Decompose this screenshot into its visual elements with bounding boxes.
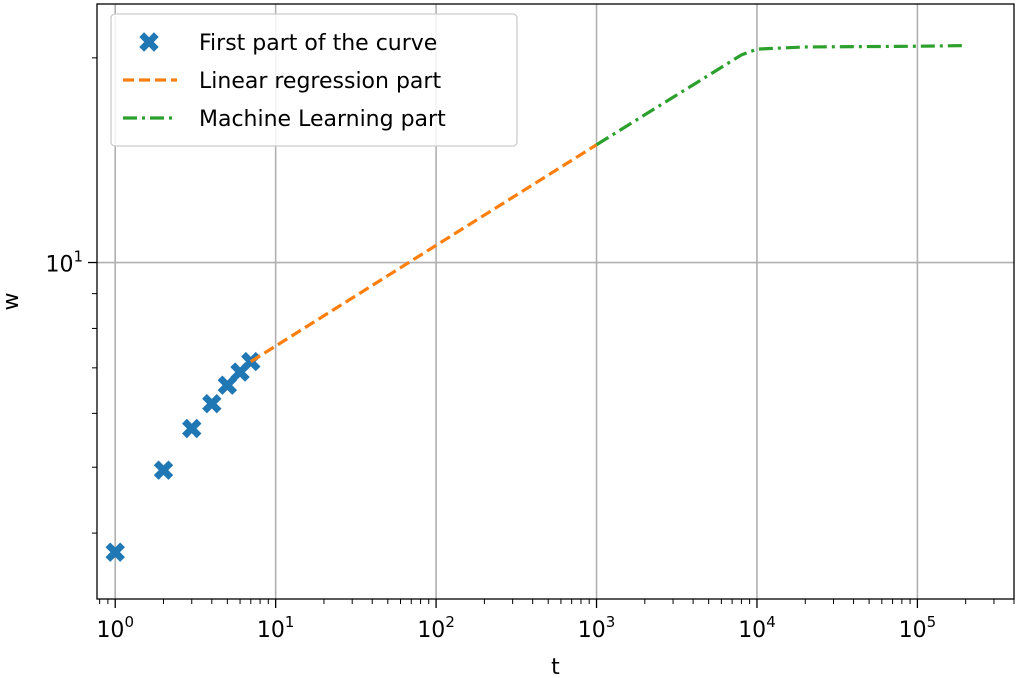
series-line	[249, 143, 598, 363]
legend-marker-icon	[139, 32, 159, 52]
series-line	[595, 43, 966, 147]
legend: First part of the curve Linear regression…	[110, 13, 518, 147]
x-tick-label: 100	[96, 613, 134, 643]
x-tick-label: 105	[899, 613, 937, 643]
y-tick-label: 101	[45, 248, 83, 278]
plot-data	[105, 43, 966, 562]
data-point-marker	[217, 375, 238, 395]
data-point-marker	[182, 418, 202, 439]
y-axis-label: w	[0, 293, 24, 311]
legend-label: Linear regression part	[199, 69, 441, 94]
x-tick-label: 104	[738, 613, 776, 643]
x-tick-label: 101	[257, 613, 295, 643]
legend-label: Machine Learning part	[199, 107, 446, 132]
data-point-marker	[153, 460, 174, 480]
axis-ticks: 100 101 102 103 104 105 101	[45, 57, 1015, 643]
x-tick-label: 103	[578, 613, 616, 643]
x-tick-label: 102	[417, 613, 455, 643]
x-axis-label: t	[551, 655, 560, 678]
data-point-marker	[202, 393, 222, 414]
legend-box	[110, 13, 518, 147]
plot-frame	[96, 3, 1015, 600]
legend-label: First part of the curve	[199, 31, 437, 56]
data-point-marker	[105, 542, 125, 562]
